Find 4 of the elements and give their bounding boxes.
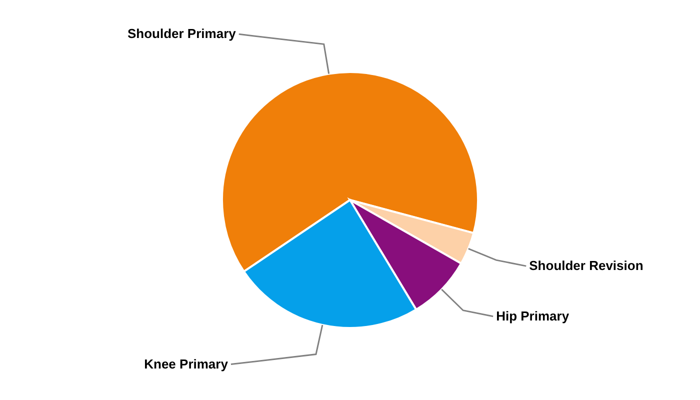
slice-label: Knee Primary [144,356,229,372]
slice-label: Hip Primary [496,308,570,324]
slice-label: Shoulder Primary [127,26,237,42]
slice-label: Shoulder Revision [529,258,644,274]
